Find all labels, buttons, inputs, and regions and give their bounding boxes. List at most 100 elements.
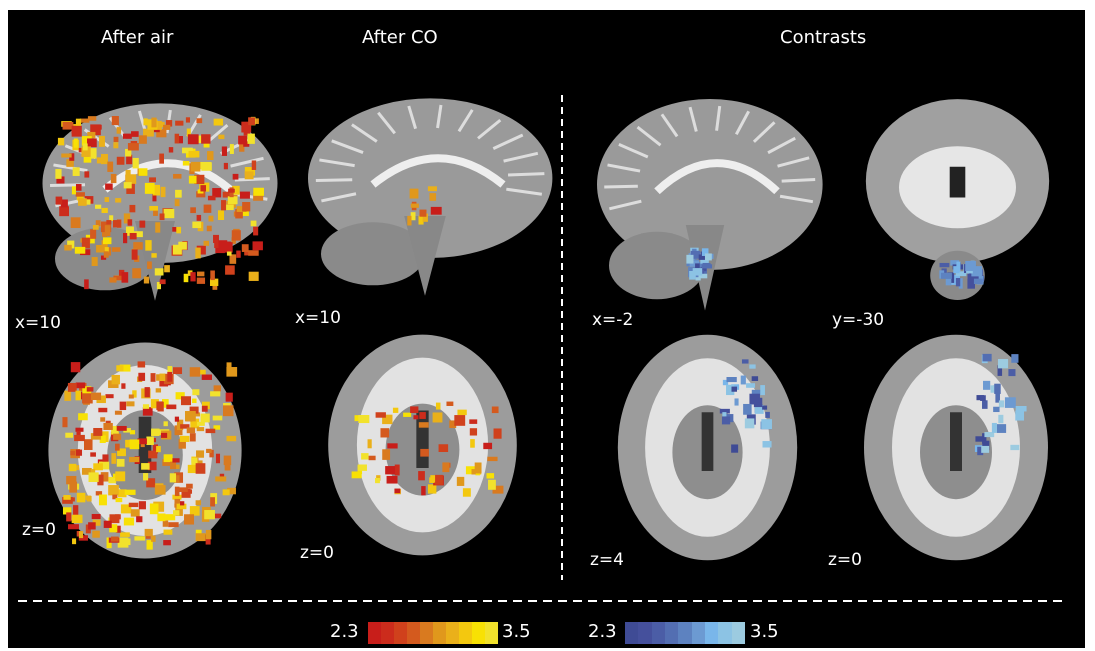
activation-voxel xyxy=(226,200,236,208)
activation-voxel xyxy=(175,392,185,400)
activation-voxel xyxy=(131,249,138,260)
activation-voxel xyxy=(96,157,104,164)
activation-voxel xyxy=(163,454,173,463)
activation-voxel xyxy=(457,409,467,416)
activation-voxel xyxy=(177,136,183,144)
activation-voxel xyxy=(223,455,232,466)
activation-voxel xyxy=(238,135,248,145)
activation-voxel xyxy=(160,432,168,438)
activation-voxel xyxy=(95,220,101,227)
activation-voxel xyxy=(140,441,145,448)
sagittal-brain-slice xyxy=(597,99,823,311)
activation-voxel xyxy=(219,473,225,478)
activation-voxel xyxy=(72,167,80,176)
blue-colorbar-max: 3.5 xyxy=(750,621,779,642)
activation-voxel xyxy=(170,461,177,470)
activation-voxel xyxy=(93,427,103,436)
colorbar-step xyxy=(459,622,472,644)
activation-voxel xyxy=(153,501,165,512)
activation-voxel xyxy=(55,196,63,205)
activation-voxel xyxy=(175,120,184,126)
activation-voxel xyxy=(367,439,372,449)
activation-voxel xyxy=(214,239,219,249)
activation-voxel xyxy=(138,372,146,381)
activation-voxel xyxy=(131,131,139,137)
sagittal-brain-slice xyxy=(308,98,553,296)
activation-voxel xyxy=(740,375,746,385)
activation-voxel xyxy=(88,522,96,530)
activation-voxel xyxy=(984,432,995,438)
activation-voxel xyxy=(167,371,173,382)
blue-colorbar xyxy=(625,622,745,644)
activation-voxel xyxy=(200,185,207,192)
activation-voxel xyxy=(159,279,166,285)
activation-voxel xyxy=(69,481,78,493)
activation-voxel xyxy=(221,200,226,211)
activation-voxel xyxy=(90,452,96,457)
activation-voxel xyxy=(143,118,148,126)
activation-voxel xyxy=(945,275,952,286)
activation-voxel xyxy=(151,117,157,128)
activation-voxel xyxy=(119,364,131,372)
activation-voxel xyxy=(719,408,730,414)
activation-voxel xyxy=(92,519,101,526)
activation-voxel xyxy=(168,147,174,153)
activation-voxel xyxy=(85,495,91,501)
activation-voxel xyxy=(64,244,72,251)
activation-voxel xyxy=(746,383,756,388)
activation-voxel xyxy=(103,251,109,258)
activation-voxel xyxy=(190,418,200,429)
axial-brain-slice xyxy=(864,334,1048,561)
activation-voxel xyxy=(73,138,78,148)
activation-voxel xyxy=(82,242,90,247)
activation-voxel xyxy=(492,485,504,494)
activation-voxel xyxy=(734,398,739,406)
activation-voxel xyxy=(163,540,171,546)
activation-voxel xyxy=(162,520,169,527)
activation-voxel xyxy=(203,204,212,213)
activation-voxel xyxy=(143,473,149,481)
activation-voxel xyxy=(251,160,257,170)
activation-voxel xyxy=(67,240,75,249)
axial-brain-slice xyxy=(617,334,798,561)
activation-voxel xyxy=(977,446,984,456)
activation-voxel xyxy=(71,514,83,524)
activation-voxel xyxy=(68,463,77,472)
activation-voxel xyxy=(133,242,143,250)
activation-voxel xyxy=(253,187,264,196)
activation-voxel xyxy=(137,361,146,368)
activation-voxel xyxy=(111,247,121,252)
activation-voxel xyxy=(190,161,201,172)
activation-voxel xyxy=(435,474,443,485)
activation-voxel xyxy=(121,383,126,389)
activation-voxel xyxy=(975,436,983,442)
activation-voxel xyxy=(465,466,476,475)
activation-voxel xyxy=(125,148,132,157)
activation-voxel xyxy=(84,199,91,205)
activation-voxel xyxy=(114,410,122,415)
activation-voxel xyxy=(92,530,100,538)
activation-voxel xyxy=(358,415,370,424)
activation-voxel xyxy=(998,414,1004,424)
activation-voxel xyxy=(108,485,119,496)
activation-voxel xyxy=(75,118,82,129)
activation-voxel xyxy=(967,273,975,283)
activation-voxel xyxy=(702,262,711,268)
activation-voxel xyxy=(410,212,416,221)
activation-voxel xyxy=(169,473,177,483)
activation-voxel xyxy=(223,162,228,170)
activation-voxel xyxy=(982,433,987,444)
activation-voxel xyxy=(100,417,106,422)
activation-voxel xyxy=(124,489,136,495)
activation-voxel xyxy=(90,229,97,239)
activation-voxel xyxy=(143,128,154,137)
activation-voxel xyxy=(91,392,102,400)
activation-voxel xyxy=(159,375,169,387)
activation-voxel xyxy=(116,425,127,431)
activation-voxel xyxy=(1010,444,1020,451)
activation-voxel xyxy=(382,449,391,460)
activation-voxel xyxy=(223,405,234,417)
activation-voxel xyxy=(248,271,259,281)
activation-voxel xyxy=(997,365,1003,376)
activation-voxel xyxy=(701,248,709,256)
